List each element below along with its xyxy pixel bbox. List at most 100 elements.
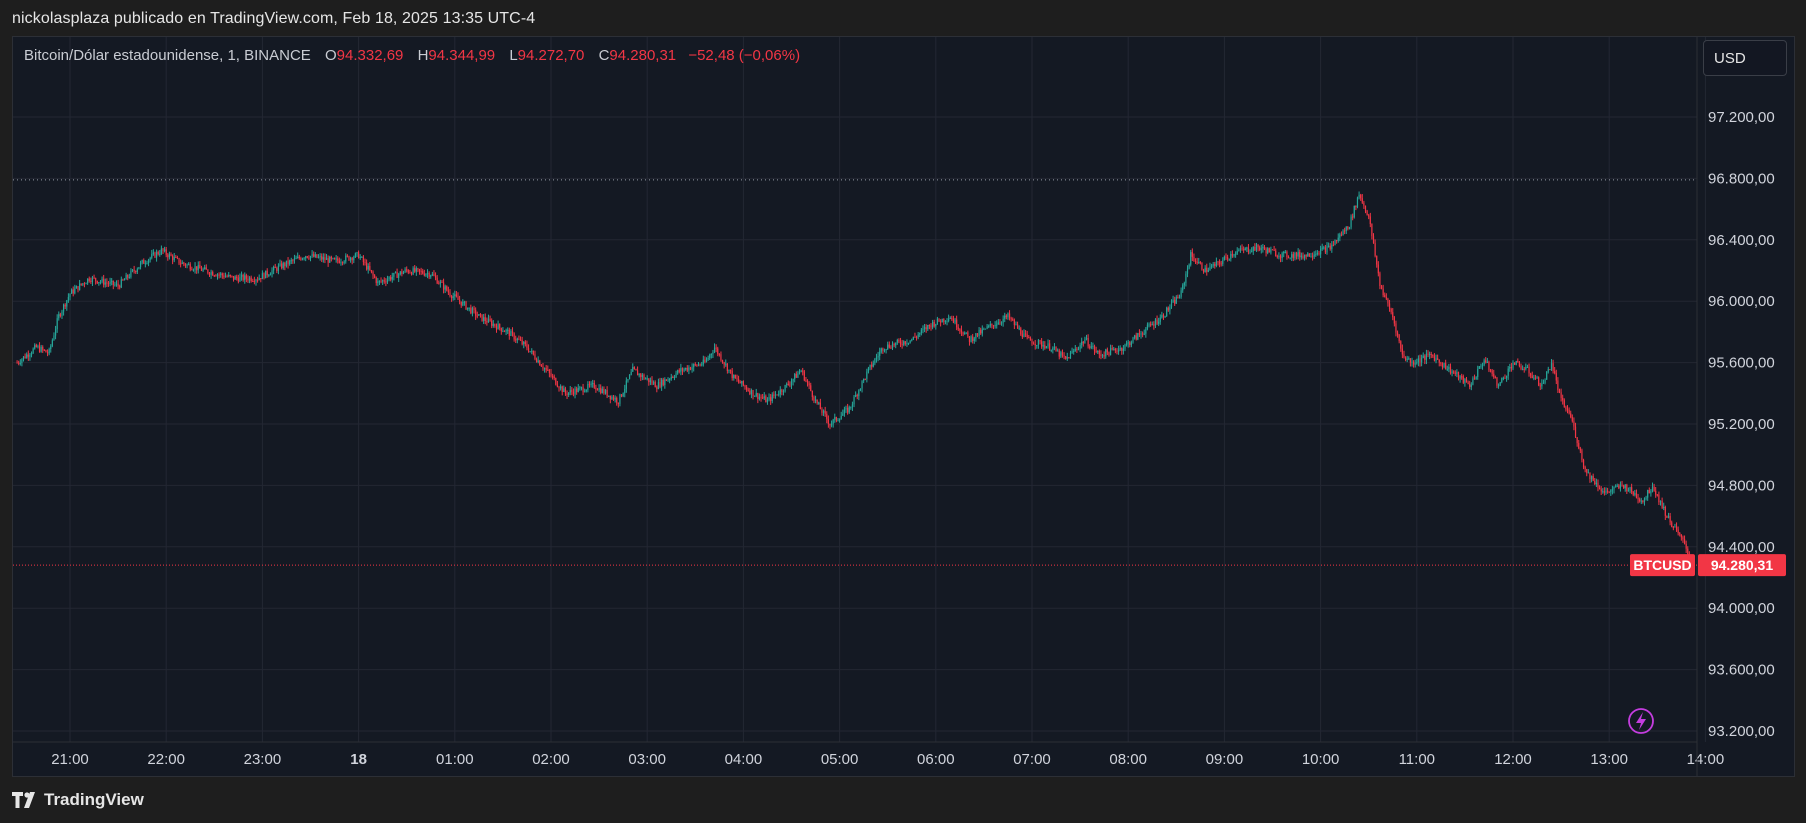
candle-down <box>1093 346 1096 351</box>
candle-up <box>949 318 951 320</box>
candle-down <box>967 332 969 337</box>
candle-up <box>697 364 700 366</box>
candle-up <box>771 394 773 402</box>
candle-down <box>1384 295 1386 298</box>
high-value: 94.344,99 <box>428 47 496 64</box>
candle-up <box>1342 230 1344 236</box>
y-tick-label: 96.800,00 <box>1708 170 1775 187</box>
candle-down <box>951 318 953 320</box>
candle-down <box>1637 497 1639 500</box>
candle-down <box>1666 515 1668 518</box>
candle-up <box>359 256 361 259</box>
candle-down <box>721 360 724 363</box>
candle-down <box>362 256 365 262</box>
candle-up <box>30 353 33 355</box>
candle-up <box>1037 340 1040 346</box>
candle-up <box>834 417 836 420</box>
candle-down <box>1467 382 1469 384</box>
candle-up <box>1166 307 1168 317</box>
candle-up <box>510 331 512 336</box>
candle-up <box>1262 246 1264 249</box>
candle-down <box>1565 407 1567 410</box>
candle-up <box>855 394 857 397</box>
candle-up <box>151 254 153 258</box>
candle-down <box>1194 261 1197 263</box>
candle-up <box>1356 197 1359 208</box>
candle-up <box>1050 349 1052 351</box>
candle-down <box>213 275 215 277</box>
candle-up <box>1069 352 1072 359</box>
candle-down <box>406 269 408 271</box>
candle-down <box>1347 226 1349 229</box>
candle-down <box>816 399 818 404</box>
candle-up <box>965 332 967 334</box>
candle-down <box>465 301 467 310</box>
candle-up <box>677 370 679 374</box>
candle-down <box>1371 223 1373 237</box>
candle-down <box>1562 397 1564 401</box>
candle-up <box>782 391 785 393</box>
candle-up <box>622 393 624 397</box>
candle-down <box>1332 244 1335 246</box>
candle-down <box>459 299 461 302</box>
candle-up <box>688 367 690 371</box>
candle-down <box>893 343 895 346</box>
candle-down <box>481 314 483 321</box>
candle-down <box>1111 348 1113 350</box>
candle-down <box>1061 352 1064 356</box>
candle-down <box>1635 493 1638 498</box>
candle-up <box>394 271 397 273</box>
candle-down <box>1393 317 1395 324</box>
candle-up <box>1000 322 1003 324</box>
candle-up <box>319 256 321 258</box>
candle-up <box>713 347 716 353</box>
lightning-icon[interactable] <box>1628 708 1654 734</box>
symbol-description[interactable]: Bitcoin/Dólar estadounidense, 1, BINANCE <box>24 47 311 64</box>
candle-up <box>186 264 188 266</box>
candle-down <box>1461 376 1463 378</box>
candle-down <box>93 277 95 279</box>
candle-down <box>1344 230 1346 232</box>
candle-down <box>811 390 813 397</box>
candle-up <box>1137 333 1139 340</box>
candle-up <box>1613 486 1615 490</box>
candle-down <box>835 417 837 421</box>
candle-down <box>1465 378 1468 383</box>
chart-panel[interactable] <box>12 36 1795 777</box>
candle-up <box>66 300 68 307</box>
candle-down <box>656 387 658 389</box>
candle-down <box>178 258 180 264</box>
candle-down <box>157 252 159 255</box>
candle-up <box>1151 324 1153 326</box>
candle-down <box>571 390 573 392</box>
candle-down <box>1582 459 1585 468</box>
candle-down <box>1592 475 1594 481</box>
candle-up <box>282 263 284 269</box>
candle-up <box>1182 285 1184 291</box>
candle-up <box>1125 343 1128 345</box>
candle-up <box>1411 361 1413 363</box>
candle-down <box>327 258 329 263</box>
candle-up <box>1140 333 1142 335</box>
candle-down <box>457 296 459 300</box>
candle-up <box>261 273 263 280</box>
currency-button[interactable]: USD <box>1703 40 1787 76</box>
candle-down <box>999 322 1001 324</box>
candle-down <box>1387 298 1389 304</box>
candle-down <box>1568 409 1570 414</box>
candle-up <box>579 387 581 389</box>
candle-down <box>898 340 900 342</box>
candle-down <box>1214 264 1216 266</box>
candle-down <box>612 396 615 400</box>
candle-up <box>1541 383 1543 387</box>
x-tick-label: 09:00 <box>1206 751 1244 768</box>
candle-down <box>338 260 340 263</box>
candle-up <box>728 369 730 372</box>
candle-down <box>170 253 172 256</box>
candle-up <box>1090 346 1092 348</box>
candle-up <box>139 262 142 268</box>
candle-up <box>1480 365 1482 367</box>
candle-up <box>1326 245 1328 253</box>
footer-brand[interactable]: TradingView <box>12 789 144 811</box>
